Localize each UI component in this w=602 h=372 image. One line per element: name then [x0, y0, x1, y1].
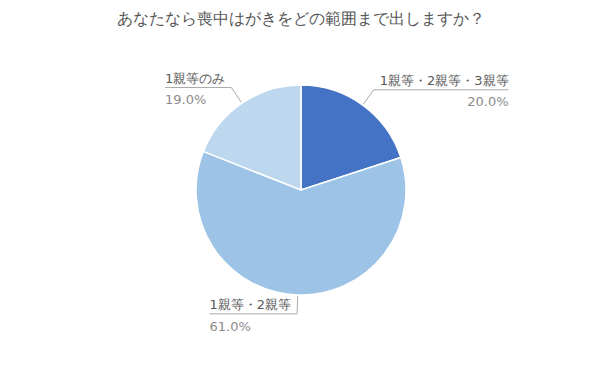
leader-line — [165, 87, 231, 88]
labels: 1親等・2親等・3親等 20.0% 1親等・2親等 61.0% 1親等のみ 19.0% — [165, 71, 509, 334]
label-text: 1親等のみ — [165, 71, 225, 86]
slice-label: 1親等のみ 19.0% — [165, 71, 241, 108]
value-label: 19.0% — [165, 92, 206, 107]
chart: あなたなら喪中はがきをどの範囲まで出しますか？1親等・2親等・3親等20.0%1… — [0, 0, 602, 372]
label-text: 1親等・2親等・3親等 — [380, 73, 509, 88]
value-label: 61.0% — [210, 319, 251, 334]
leader-line — [297, 296, 299, 314]
slice — [203, 85, 301, 190]
leader-line — [231, 88, 241, 103]
leader-line — [363, 90, 374, 104]
slice-label: 1親等・2親等 61.0% — [210, 296, 298, 334]
leader-line — [374, 89, 509, 90]
pie — [196, 85, 406, 295]
background — [0, 0, 602, 372]
value-label: 20.0% — [467, 94, 508, 109]
slice-label: 1親等・2親等・3親等 20.0% — [363, 73, 508, 110]
label-text: 1親等・2親等 — [210, 297, 292, 312]
title: あなたなら喪中はがきをどの範囲まで出しますか？ — [117, 9, 485, 28]
leader-line — [210, 313, 298, 314]
